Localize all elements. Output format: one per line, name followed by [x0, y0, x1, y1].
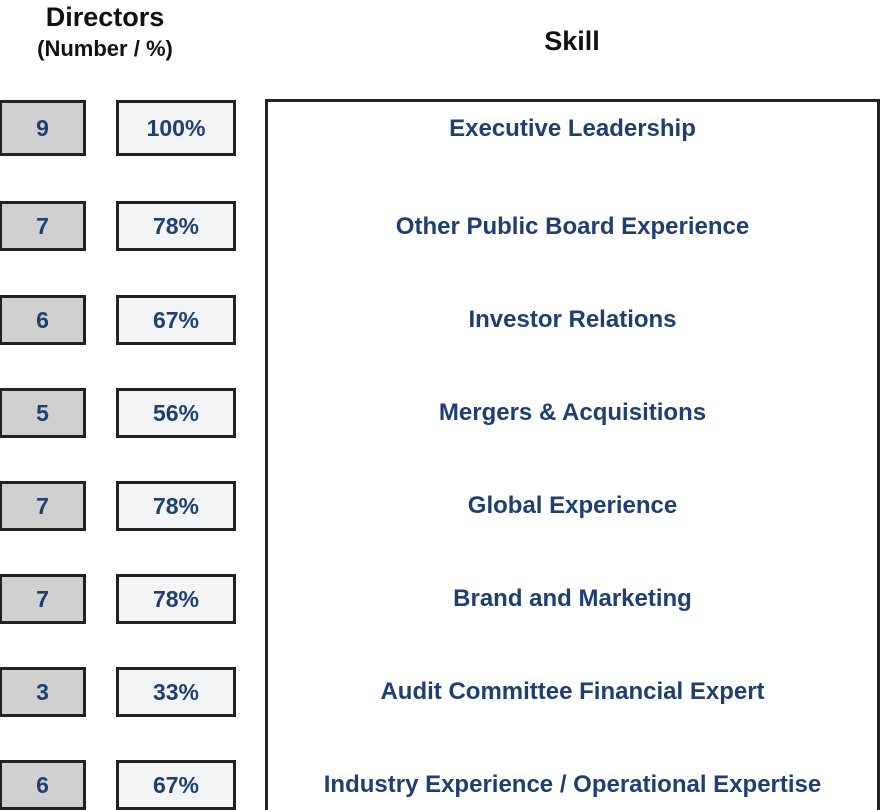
skill-frame [265, 99, 880, 810]
skill-other-public-board: Other Public Board Experience [395, 213, 750, 240]
director-count-global-experience: 7 [0, 481, 86, 531]
skill-global-experience: Global Experience [467, 492, 678, 519]
director-count-investor-relations: 6 [0, 295, 86, 345]
director-percent-audit-committee: 33% [116, 667, 236, 717]
skill-title: Skill [544, 26, 600, 56]
director-percent-other-public-board: 78% [116, 201, 236, 251]
directors-subtitle: (Number / %) [37, 36, 173, 61]
director-count-brand-marketing: 7 [0, 574, 86, 624]
director-count-audit-committee: 3 [0, 667, 86, 717]
skill-investor-relations: Investor Relations [468, 306, 677, 333]
director-percent-executive-leadership: 100% [116, 100, 236, 156]
skill-brand-marketing: Brand and Marketing [453, 585, 692, 612]
director-count-mergers-acquisitions: 5 [0, 388, 86, 438]
directors-title: Directors [45, 2, 165, 32]
skill-industry-experience: Industry Experience / Operational Expert… [323, 771, 822, 798]
skill-executive-leadership: Executive Leadership [449, 115, 696, 142]
director-percent-brand-marketing: 78% [116, 574, 236, 624]
skill-mergers-acquisitions: Mergers & Acquisitions [438, 399, 707, 426]
director-percent-investor-relations: 67% [116, 295, 236, 345]
director-count-industry-experience: 6 [0, 760, 86, 810]
director-count-executive-leadership: 9 [0, 100, 86, 156]
director-percent-industry-experience: 67% [116, 760, 236, 810]
director-count-other-public-board: 7 [0, 201, 86, 251]
director-percent-mergers-acquisitions: 56% [116, 388, 236, 438]
skill-audit-committee: Audit Committee Financial Expert [380, 678, 765, 705]
director-percent-global-experience: 78% [116, 481, 236, 531]
